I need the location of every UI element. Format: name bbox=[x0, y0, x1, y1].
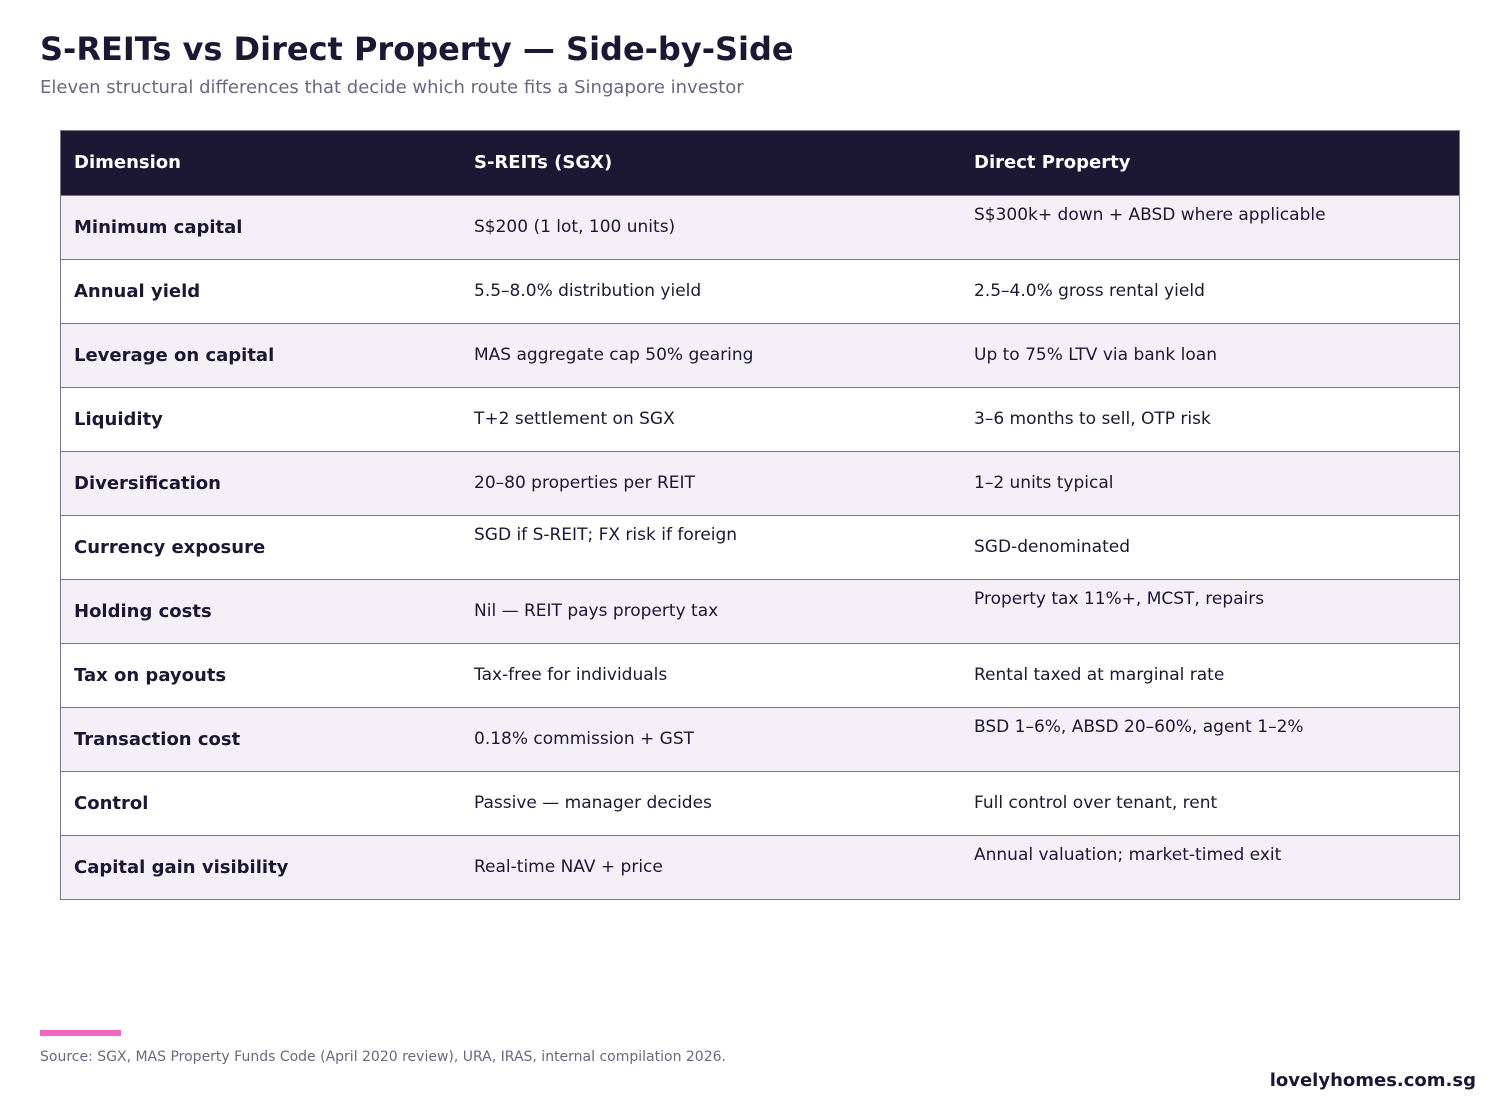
row-sreits-value: Real-time NAV + price bbox=[474, 857, 663, 877]
row-direct-value: Annual valuation; market-timed exit bbox=[974, 845, 1282, 865]
row-dimension: Liquidity bbox=[74, 409, 163, 430]
table-row: Minimum capital S$200 (1 lot, 100 units)… bbox=[61, 195, 1459, 259]
row-dimension: Annual yield bbox=[74, 281, 201, 302]
row-direct-value: SGD-denominated bbox=[974, 537, 1131, 557]
column-header-dimension: Dimension bbox=[74, 152, 181, 173]
row-sreits-value: S$200 (1 lot, 100 units) bbox=[474, 217, 676, 237]
row-dimension: Control bbox=[74, 793, 149, 814]
table-header-row: Dimension S-REITs (SGX) Direct Property bbox=[61, 131, 1459, 195]
page-subtitle: Eleven structural differences that decid… bbox=[40, 77, 744, 98]
table-row: Currency exposure SGD if S-REIT; FX risk… bbox=[61, 515, 1459, 579]
table-row: Leverage on capital MAS aggregate cap 50… bbox=[61, 323, 1459, 387]
source-note: Source: SGX, MAS Property Funds Code (Ap… bbox=[40, 1049, 726, 1065]
row-sreits-value: Passive — manager decides bbox=[474, 793, 712, 813]
row-dimension: Diversification bbox=[74, 473, 221, 494]
row-dimension: Tax on payouts bbox=[74, 665, 227, 686]
row-direct-value: Property tax 11%+, MCST, repairs bbox=[974, 589, 1265, 609]
table-row: Annual yield 5.5–8.0% distribution yield… bbox=[61, 259, 1459, 323]
table-row: Capital gain visibility Real-time NAV + … bbox=[61, 835, 1459, 899]
row-sreits-value: 20–80 properties per REIT bbox=[474, 473, 695, 493]
row-sreits-value: Tax-free for individuals bbox=[474, 665, 668, 685]
table-row: Liquidity T+2 settlement on SGX 3–6 mont… bbox=[61, 387, 1459, 451]
column-header-sreits: S-REITs (SGX) bbox=[474, 152, 613, 173]
row-direct-value: BSD 1–6%, ABSD 20–60%, agent 1–2% bbox=[974, 717, 1304, 737]
row-direct-value: 1–2 units typical bbox=[974, 473, 1114, 493]
row-sreits-value: Nil — REIT pays property tax bbox=[474, 601, 719, 621]
row-direct-value: S$300k+ down + ABSD where applicable bbox=[974, 205, 1326, 225]
table-row: Holding costs Nil — REIT pays property t… bbox=[61, 579, 1459, 643]
row-dimension: Capital gain visibility bbox=[74, 857, 289, 878]
row-dimension: Leverage on capital bbox=[74, 345, 275, 366]
row-dimension: Transaction cost bbox=[74, 729, 241, 750]
row-direct-value: Full control over tenant, rent bbox=[974, 793, 1218, 813]
table-row: Control Passive — manager decides Full c… bbox=[61, 771, 1459, 835]
row-sreits-value: T+2 settlement on SGX bbox=[474, 409, 675, 429]
row-direct-value: 2.5–4.0% gross rental yield bbox=[974, 281, 1205, 301]
column-header-direct-property: Direct Property bbox=[974, 152, 1131, 173]
row-dimension: Minimum capital bbox=[74, 217, 243, 238]
table-row: Tax on payouts Tax-free for individuals … bbox=[61, 643, 1459, 707]
row-sreits-value: 5.5–8.0% distribution yield bbox=[474, 281, 702, 301]
row-direct-value: 3–6 months to sell, OTP risk bbox=[974, 409, 1211, 429]
brand-wordmark: lovelyhomes.com.sg bbox=[1269, 1070, 1476, 1091]
table-row: Diversification 20–80 properties per REI… bbox=[61, 451, 1459, 515]
row-sreits-value: MAS aggregate cap 50% gearing bbox=[474, 345, 754, 365]
row-direct-value: Rental taxed at marginal rate bbox=[974, 665, 1225, 685]
comparison-table: Dimension S-REITs (SGX) Direct Property … bbox=[60, 130, 1460, 900]
row-sreits-value: SGD if S-REIT; FX risk if foreign bbox=[474, 525, 738, 545]
row-sreits-value: 0.18% commission + GST bbox=[474, 729, 695, 749]
accent-bar bbox=[40, 1030, 121, 1036]
row-dimension: Holding costs bbox=[74, 601, 212, 622]
row-direct-value: Up to 75% LTV via bank loan bbox=[974, 345, 1217, 365]
page-title: S-REITs vs Direct Property — Side-by-Sid… bbox=[40, 30, 794, 68]
table-row: Transaction cost 0.18% commission + GST … bbox=[61, 707, 1459, 771]
row-dimension: Currency exposure bbox=[74, 537, 266, 558]
